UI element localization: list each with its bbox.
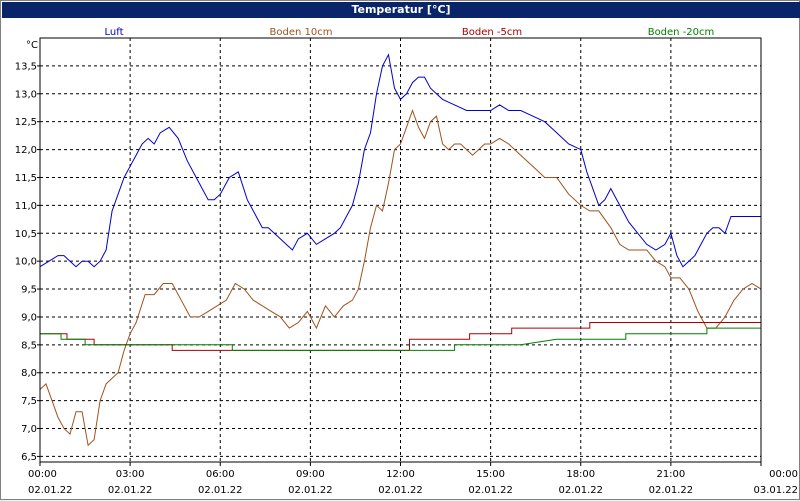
y-tick-label: 6,5 [21, 452, 37, 463]
y-tick-label: 12,0 [15, 145, 37, 156]
y-tick-label: 7,5 [21, 396, 37, 407]
y-tick-label: 10,0 [15, 257, 37, 268]
x-tick-time: 21:00 [656, 469, 685, 480]
x-tick-date: 02.01.22 [288, 485, 333, 496]
x-tick-date: 02.01.22 [108, 485, 153, 496]
y-tick-label: 10,5 [15, 229, 37, 240]
y-tick-label: 7,0 [21, 424, 37, 435]
x-tick-time: 00:00 [28, 469, 57, 480]
x-axis-ticks: 00:00 02.01.22 03:00 02.01.22 06:00 02.01.22 0… [28, 462, 798, 496]
series-line-1 [39, 53, 761, 268]
chart-title: Temperatur [°C] [2, 2, 800, 18]
y-tick-label: 8,0 [21, 368, 37, 379]
grid [40, 38, 761, 462]
y-axis-ticks: 6,5 7,0 7,5 8,0 8,5 9,0 9,5 10,0 10,5 11,0 11,5 12,… [15, 61, 40, 463]
legend: Luft Boden 10cm Boden -5cm Boden -20cm [105, 27, 715, 38]
series-line-4 [40, 327, 761, 351]
legend-entry-4: Boden -20cm [648, 27, 715, 38]
x-tick-time: 03:00 [116, 469, 145, 480]
y-axis-unit: °C [26, 40, 38, 51]
series-line-3 [40, 322, 761, 351]
x-tick-date: 02.01.22 [649, 485, 694, 496]
x-tick-time: 06:00 [206, 469, 235, 480]
x-tick-time: 09:00 [296, 469, 325, 480]
x-tick-time: 00:00 [769, 469, 798, 480]
y-tick-label: 9,0 [21, 312, 37, 323]
x-tick-date: 02.01.22 [378, 485, 423, 496]
x-tick-time: 18:00 [566, 469, 595, 480]
x-tick-date: 02.01.22 [28, 485, 73, 496]
y-tick-label: 11,0 [15, 201, 37, 212]
y-tick-label: 9,5 [21, 285, 37, 296]
y-tick-label: 11,5 [15, 173, 37, 184]
series-line-2 [39, 109, 762, 447]
y-tick-label: 13,0 [15, 89, 37, 100]
x-tick-date: 02.01.22 [558, 485, 603, 496]
series-lines [39, 53, 762, 447]
x-tick-date: 02.01.22 [468, 485, 513, 496]
legend-entry-1: Luft [105, 27, 124, 38]
x-tick-date: 02.01.22 [198, 485, 243, 496]
x-tick-time: 12:00 [386, 469, 415, 480]
legend-entry-2: Boden 10cm [270, 27, 333, 38]
y-tick-label: 12,5 [15, 117, 37, 128]
x-tick-time: 15:00 [476, 469, 505, 480]
y-tick-label: 13,5 [15, 61, 37, 72]
legend-entry-3: Boden -5cm [462, 27, 522, 38]
y-tick-label: 8,5 [21, 340, 37, 351]
x-tick-date: 03.01.22 [753, 485, 798, 496]
